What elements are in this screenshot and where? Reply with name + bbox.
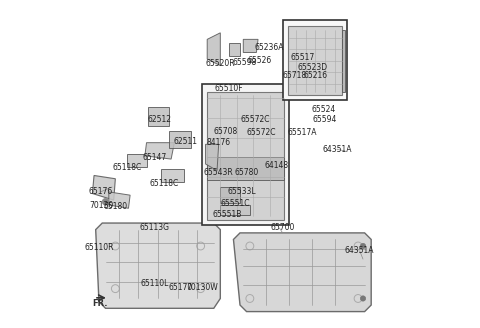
- Polygon shape: [207, 157, 284, 180]
- Polygon shape: [220, 187, 240, 203]
- Text: 65572C: 65572C: [247, 128, 276, 137]
- Text: 65110L: 65110L: [141, 279, 169, 288]
- Text: 65572C: 65572C: [240, 115, 269, 124]
- FancyBboxPatch shape: [202, 84, 289, 225]
- Text: 65718: 65718: [282, 71, 306, 80]
- Circle shape: [360, 243, 366, 249]
- Text: 70130W: 70130W: [186, 282, 218, 292]
- Polygon shape: [161, 169, 184, 182]
- Polygon shape: [207, 33, 220, 66]
- Text: 70130: 70130: [89, 200, 114, 210]
- Text: 65708: 65708: [213, 127, 238, 136]
- Text: 65517A: 65517A: [288, 128, 317, 137]
- Text: 65543R: 65543R: [204, 168, 234, 177]
- Text: 65594: 65594: [312, 115, 337, 124]
- Polygon shape: [288, 26, 342, 95]
- Text: 64351A: 64351A: [322, 145, 351, 154]
- Text: 62512: 62512: [148, 115, 172, 124]
- Polygon shape: [342, 30, 345, 92]
- Text: 84176: 84176: [206, 138, 231, 147]
- Polygon shape: [96, 223, 220, 308]
- Circle shape: [360, 296, 366, 301]
- FancyBboxPatch shape: [283, 20, 347, 100]
- Text: 65176: 65176: [88, 187, 113, 196]
- Text: 65526: 65526: [248, 56, 272, 65]
- Polygon shape: [243, 39, 258, 52]
- Text: 62511: 62511: [174, 136, 198, 146]
- Polygon shape: [220, 205, 250, 215]
- Text: 65780: 65780: [234, 168, 259, 177]
- Text: 65533L: 65533L: [228, 187, 256, 196]
- Polygon shape: [127, 154, 146, 167]
- Text: 65170: 65170: [169, 282, 193, 292]
- Polygon shape: [148, 107, 169, 126]
- Text: 65551C: 65551C: [220, 199, 250, 208]
- Text: 65523D: 65523D: [297, 63, 327, 72]
- Text: 65551B: 65551B: [213, 210, 242, 219]
- Text: 65118C: 65118C: [150, 179, 179, 188]
- Text: 65598: 65598: [233, 58, 257, 67]
- Text: 64351A: 64351A: [345, 246, 374, 256]
- Polygon shape: [92, 175, 115, 200]
- Polygon shape: [207, 92, 284, 220]
- Text: 65110R: 65110R: [85, 243, 114, 252]
- Text: 64148: 64148: [264, 161, 288, 170]
- Polygon shape: [233, 233, 371, 312]
- Text: 65236A: 65236A: [255, 43, 284, 52]
- Polygon shape: [169, 131, 191, 148]
- Text: FR.: FR.: [92, 299, 108, 308]
- Polygon shape: [228, 43, 240, 56]
- Polygon shape: [109, 192, 130, 208]
- Text: 65517: 65517: [290, 53, 314, 62]
- Polygon shape: [145, 143, 174, 159]
- Text: 65216: 65216: [303, 71, 327, 80]
- Text: 65510F: 65510F: [214, 84, 243, 93]
- Text: 65113G: 65113G: [140, 223, 170, 233]
- Text: 65520R: 65520R: [205, 59, 235, 69]
- Text: 65700: 65700: [270, 223, 295, 233]
- Polygon shape: [205, 144, 219, 171]
- Text: 65118C: 65118C: [112, 163, 142, 172]
- Text: 65147: 65147: [143, 153, 167, 162]
- Text: 65524: 65524: [312, 105, 336, 114]
- Circle shape: [102, 198, 109, 205]
- Text: 65180: 65180: [103, 202, 127, 211]
